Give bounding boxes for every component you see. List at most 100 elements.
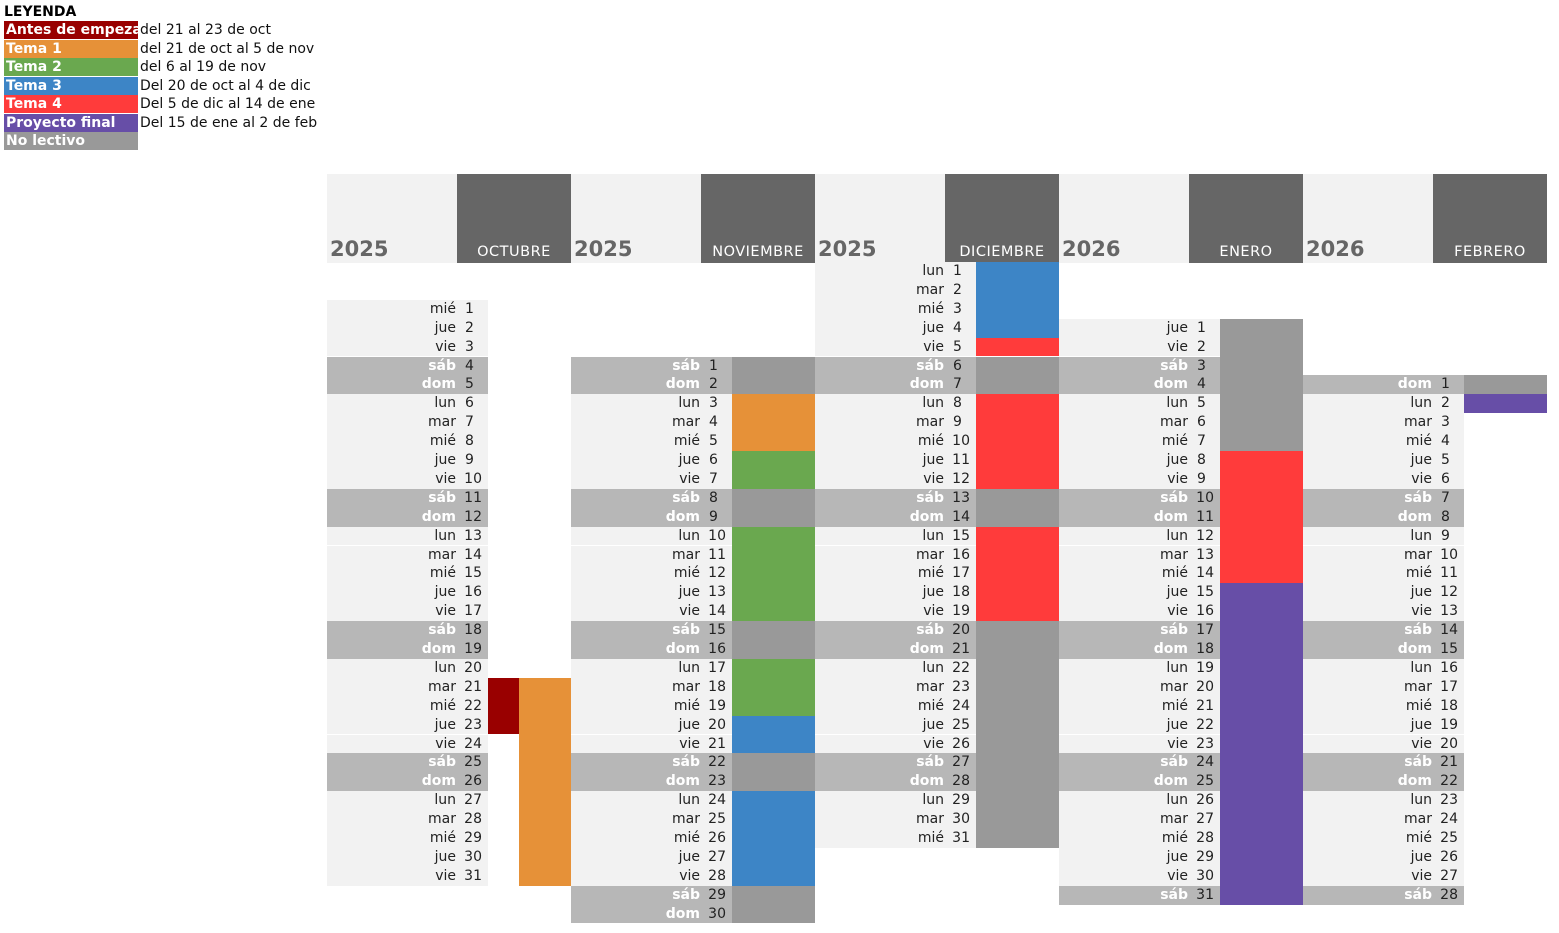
day-number: 21 bbox=[708, 735, 726, 752]
weekday-label: mié bbox=[917, 565, 944, 582]
weekday-label: vie bbox=[1167, 735, 1188, 752]
day-row: mar 28 bbox=[327, 810, 488, 829]
day-row: lun 5 bbox=[1059, 394, 1220, 414]
weekday-label: lun bbox=[1166, 527, 1188, 544]
weekend-row: sáb 10 bbox=[1059, 488, 1220, 508]
legend-swatch: No lectivo bbox=[4, 132, 138, 150]
weekday-label: mar bbox=[916, 281, 944, 298]
day-number: 18 bbox=[1440, 697, 1458, 714]
weekday-label: vie bbox=[923, 735, 944, 752]
weekday-label: mar bbox=[428, 546, 456, 563]
day-number: 12 bbox=[1196, 527, 1214, 544]
day-number: 20 bbox=[1440, 735, 1458, 752]
weekday-label: dom bbox=[665, 773, 700, 790]
weekday-label: jue bbox=[1410, 452, 1432, 468]
day-row: jue 23 bbox=[327, 715, 488, 735]
day-number: 26 bbox=[1196, 792, 1214, 809]
day-number: 8 bbox=[465, 433, 474, 450]
legend-swatch: Tema 4 bbox=[4, 95, 138, 113]
period-bar bbox=[732, 394, 815, 451]
day-number: 7 bbox=[953, 376, 962, 393]
weekday-label: dom bbox=[909, 641, 944, 657]
day-row: vie 12 bbox=[815, 469, 976, 489]
weekday-label: jue bbox=[1410, 584, 1432, 601]
weekday-label: mié bbox=[1405, 697, 1432, 714]
day-number: 2 bbox=[465, 319, 474, 336]
day-number: 2 bbox=[953, 281, 962, 298]
legend-range: Del 15 de ene al 2 de feb bbox=[140, 114, 318, 131]
day-number: 10 bbox=[1440, 546, 1458, 563]
period-bar bbox=[976, 526, 1059, 622]
weekday-label: dom bbox=[665, 905, 700, 922]
weekday-label: sáb bbox=[672, 886, 700, 903]
weekday-label: jue bbox=[434, 716, 456, 733]
day-number: 18 bbox=[708, 678, 726, 695]
day-number: 4 bbox=[465, 357, 474, 374]
day-number: 16 bbox=[708, 641, 726, 657]
day-number: 25 bbox=[1440, 830, 1458, 846]
weekday-label: sáb bbox=[428, 489, 456, 506]
day-number: 16 bbox=[952, 546, 970, 563]
day-row: lun 15 bbox=[815, 526, 976, 546]
weekday-label: dom bbox=[421, 773, 456, 790]
weekday-label: dom bbox=[909, 773, 944, 790]
day-number: 27 bbox=[1440, 867, 1458, 884]
weekday-label: jue bbox=[678, 716, 700, 733]
weekday-label: dom bbox=[665, 508, 700, 525]
day-row: jue 18 bbox=[815, 583, 976, 603]
day-number: 26 bbox=[708, 830, 726, 846]
weekday-label: mié bbox=[673, 697, 700, 714]
weekday-label: vie bbox=[1167, 603, 1188, 620]
day-row: jue 19 bbox=[1303, 715, 1464, 735]
weekday-label: vie bbox=[679, 867, 700, 884]
weekday-label: mié bbox=[673, 830, 700, 846]
day-number: 19 bbox=[1440, 716, 1458, 733]
weekday-label: jue bbox=[1166, 848, 1188, 865]
day-number: 15 bbox=[708, 622, 726, 639]
day-number: 14 bbox=[1440, 622, 1458, 639]
legend-swatch: Tema 1 bbox=[4, 39, 138, 58]
weekday-label: sáb bbox=[672, 489, 700, 506]
weekday-label: lun bbox=[434, 395, 456, 412]
weekend-row: sáb 13 bbox=[815, 488, 976, 508]
day-row: jue 25 bbox=[815, 715, 976, 735]
weekday-label: sáb bbox=[1160, 886, 1188, 903]
month-year: 2025 bbox=[818, 237, 877, 261]
day-number: 17 bbox=[464, 603, 482, 620]
day-row: vie 19 bbox=[815, 602, 976, 622]
weekday-label: mar bbox=[1160, 546, 1188, 563]
weekend-row: dom 7 bbox=[815, 375, 976, 395]
month-header-left bbox=[815, 174, 945, 263]
day-number: 23 bbox=[1440, 792, 1458, 809]
weekend-row: sáb 29 bbox=[571, 885, 732, 905]
month-header-left bbox=[327, 174, 457, 263]
day-row: vie 9 bbox=[1059, 469, 1220, 489]
weekday-label: sáb bbox=[1160, 357, 1188, 374]
day-number: 23 bbox=[1196, 735, 1214, 752]
day-number: 27 bbox=[1196, 811, 1214, 828]
weekday-label: mar bbox=[672, 678, 700, 695]
day-number: 3 bbox=[465, 338, 474, 355]
legend-range: del 21 al 23 de oct bbox=[140, 22, 271, 38]
day-row: mar 13 bbox=[1059, 545, 1220, 565]
day-number: 13 bbox=[1196, 546, 1214, 563]
day-row: lun 13 bbox=[327, 526, 488, 546]
weekday-label: vie bbox=[679, 603, 700, 620]
day-row: mié 10 bbox=[815, 432, 976, 451]
day-row: lun 24 bbox=[571, 791, 732, 811]
day-row: vie 20 bbox=[1303, 734, 1464, 754]
day-number: 17 bbox=[1196, 622, 1214, 639]
period-bar bbox=[732, 356, 815, 395]
day-number: 2 bbox=[1197, 338, 1206, 355]
weekday-label: mar bbox=[672, 414, 700, 431]
day-row: jue 9 bbox=[327, 451, 488, 470]
weekday-label: mar bbox=[1160, 414, 1188, 431]
weekday-label: jue bbox=[1166, 716, 1188, 733]
day-number: 5 bbox=[709, 433, 718, 450]
day-number: 29 bbox=[952, 792, 970, 809]
weekday-label: mar bbox=[1404, 811, 1432, 828]
weekday-label: mié bbox=[917, 697, 944, 714]
day-number: 3 bbox=[953, 300, 962, 317]
weekend-row: dom 18 bbox=[1059, 640, 1220, 659]
weekend-row: dom 2 bbox=[571, 375, 732, 395]
